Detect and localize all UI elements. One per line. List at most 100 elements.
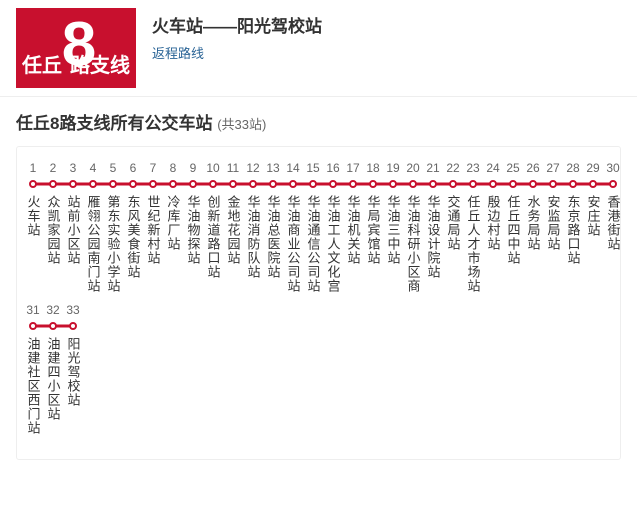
stop-name: 创新道路口站 bbox=[204, 195, 223, 279]
stop-name: 华油商业公司站 bbox=[284, 195, 303, 293]
stop-dot-icon bbox=[149, 180, 157, 188]
stop-item[interactable]: 33阳光驾校站 bbox=[63, 303, 83, 435]
stop-name: 华油消防队站 bbox=[244, 195, 263, 279]
stop-item[interactable]: 2众凯家园站 bbox=[43, 161, 63, 293]
stop-number: 11 bbox=[227, 161, 239, 175]
header-bar: 任丘 8 路支线 火车站——阳光驾校站 返程路线 bbox=[0, 0, 637, 97]
stop-item[interactable]: 1火车站 bbox=[23, 161, 43, 293]
stops-row: 31油建社区西门站32油建四小区站33阳光驾校站 bbox=[23, 303, 614, 435]
stop-name: 华油科研小区商 bbox=[404, 195, 423, 293]
stop-dot-icon bbox=[309, 180, 317, 188]
stop-item[interactable]: 22 交通局站 bbox=[443, 161, 463, 293]
stop-name: 任丘四中站 bbox=[504, 195, 523, 265]
stop-number: 29 bbox=[586, 161, 599, 175]
stop-name: 阳光驾校站 bbox=[64, 337, 83, 407]
stop-number: 25 bbox=[506, 161, 519, 175]
stop-number: 13 bbox=[266, 161, 279, 175]
rail-segment bbox=[603, 177, 623, 191]
stop-item[interactable]: 11金地花园站 bbox=[223, 161, 243, 293]
stop-item[interactable]: 3站前小区站 bbox=[63, 161, 83, 293]
stop-number: 2 bbox=[50, 161, 57, 175]
stop-item[interactable]: 15 华油通信公司站 bbox=[303, 161, 323, 293]
stop-dot-icon bbox=[449, 180, 457, 188]
stop-name: 世纪新村站 bbox=[144, 195, 163, 265]
stop-number: 16 bbox=[326, 161, 339, 175]
reverse-route-link[interactable]: 返程路线 bbox=[152, 43, 204, 62]
header-info: 火车站——阳光驾校站 返程路线 bbox=[152, 12, 322, 63]
stop-dot-icon bbox=[529, 180, 537, 188]
stop-name: 华油总医院站 bbox=[264, 195, 283, 279]
logo-prefix: 任丘 bbox=[22, 49, 62, 78]
stop-item[interactable]: 8冷库厂站 bbox=[163, 161, 183, 293]
stop-item[interactable]: 23任丘人才市场站 bbox=[463, 161, 483, 293]
stop-item[interactable]: 31油建社区西门站 bbox=[23, 303, 43, 435]
stop-item[interactable]: 24殷边村站 bbox=[483, 161, 503, 293]
stop-item[interactable]: 26水务局站 bbox=[523, 161, 543, 293]
stop-item[interactable]: 10创新道路口站 bbox=[203, 161, 223, 293]
stop-item[interactable]: 18华局宾馆站 bbox=[363, 161, 383, 293]
stop-number: 22 bbox=[446, 161, 459, 175]
stop-item[interactable]: 32油建四小区站 bbox=[43, 303, 63, 435]
stop-item[interactable]: 21华油设计院站 bbox=[423, 161, 443, 293]
stop-name: 交通局站 bbox=[444, 195, 463, 251]
stop-item[interactable]: 17华油机关站 bbox=[343, 161, 363, 293]
stop-dot-icon bbox=[269, 180, 277, 188]
stop-number: 30 bbox=[606, 161, 619, 175]
stop-dot-icon bbox=[89, 180, 97, 188]
stop-dot-icon bbox=[249, 180, 257, 188]
rail-segment bbox=[123, 177, 143, 191]
stop-item[interactable]: 28东京路口站 bbox=[563, 161, 583, 293]
rail-segment bbox=[283, 177, 303, 191]
stop-dot-icon bbox=[129, 180, 137, 188]
rail-segment bbox=[383, 177, 403, 191]
stop-item[interactable]: 29 安庄站 bbox=[583, 161, 603, 293]
stop-name: 油建社区西门站 bbox=[24, 337, 43, 435]
rail-segment bbox=[303, 177, 323, 191]
stop-dot-icon bbox=[369, 180, 377, 188]
stop-item[interactable]: 6东风美食街站 bbox=[123, 161, 143, 293]
stop-item[interactable]: 25 任丘四中站 bbox=[503, 161, 523, 293]
stop-item[interactable]: 30 香港街站 bbox=[603, 161, 623, 293]
stop-item[interactable]: 4雁翎公园南门站 bbox=[83, 161, 103, 293]
stop-item[interactable]: 20华油科研小区商 bbox=[403, 161, 423, 293]
stop-name: 冷库厂站 bbox=[164, 195, 183, 251]
rail-segment bbox=[183, 177, 203, 191]
stop-name: 香港街站 bbox=[604, 195, 623, 251]
stop-item[interactable]: 19华油三中站 bbox=[383, 161, 403, 293]
stop-item[interactable]: 14华油商业公司站 bbox=[283, 161, 303, 293]
stop-dot-icon bbox=[189, 180, 197, 188]
stop-item[interactable]: 5第东实验小学站 bbox=[103, 161, 123, 293]
rail-segment bbox=[223, 177, 243, 191]
rail-segment bbox=[203, 177, 223, 191]
stop-name: 安庄站 bbox=[584, 195, 603, 237]
rail-segment bbox=[103, 177, 123, 191]
rail-segment bbox=[23, 319, 43, 333]
rail-segment bbox=[23, 177, 43, 191]
section-title: 任丘8路支线所有公交车站 (共33站) bbox=[0, 97, 637, 142]
route-logo: 任丘 8 路支线 bbox=[16, 8, 136, 88]
stop-item[interactable]: 16 华油工人文化宫 bbox=[323, 161, 343, 293]
stop-dot-icon bbox=[69, 180, 77, 188]
stop-dot-icon bbox=[429, 180, 437, 188]
rail-segment bbox=[363, 177, 383, 191]
stop-name: 华油通信公司站 bbox=[304, 195, 323, 293]
stop-item[interactable]: 7世纪新村站 bbox=[143, 161, 163, 293]
stop-dot-icon bbox=[289, 180, 297, 188]
rail-segment bbox=[583, 177, 603, 191]
stop-item[interactable]: 12华油消防队站 bbox=[243, 161, 263, 293]
stop-name: 华油工人文化宫 bbox=[324, 195, 343, 293]
stop-number: 32 bbox=[46, 303, 59, 317]
stop-name: 任丘人才市场站 bbox=[464, 195, 483, 293]
stop-name: 华油设计院站 bbox=[424, 195, 443, 279]
stop-number: 3 bbox=[70, 161, 77, 175]
stop-number: 17 bbox=[346, 161, 359, 175]
stop-number: 15 bbox=[306, 161, 319, 175]
rail-segment bbox=[243, 177, 263, 191]
stop-dot-icon bbox=[329, 180, 337, 188]
rail-segment bbox=[443, 177, 463, 191]
route-title: 火车站——阳光驾校站 bbox=[152, 12, 322, 37]
stop-item[interactable]: 27安监局站 bbox=[543, 161, 563, 293]
rail-segment bbox=[563, 177, 583, 191]
stop-item[interactable]: 9华油物探站 bbox=[183, 161, 203, 293]
stop-item[interactable]: 13 华油总医院站 bbox=[263, 161, 283, 293]
